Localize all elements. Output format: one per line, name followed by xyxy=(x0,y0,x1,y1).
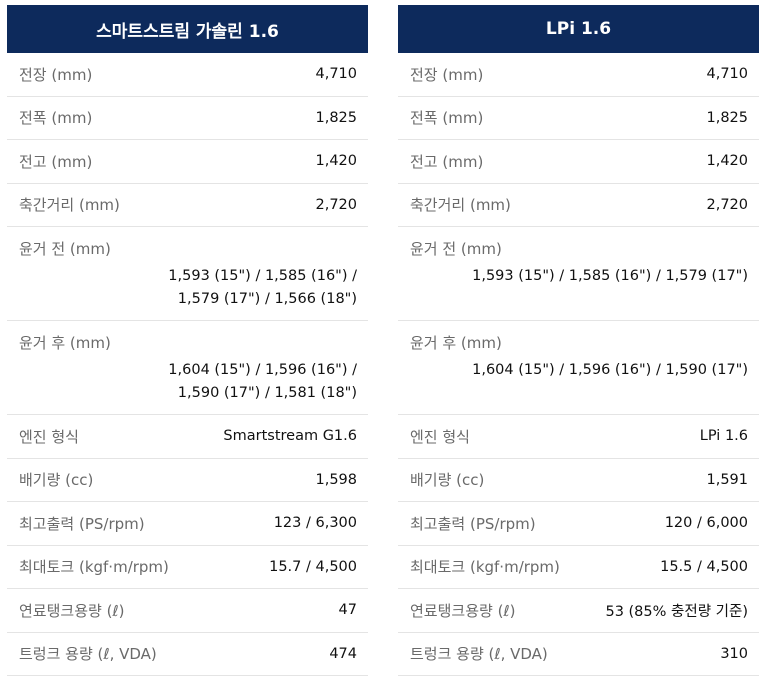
spec-row-trunk: 트렁크 용량 (ℓ, VDA) 310 xyxy=(398,633,759,676)
spec-label: 전장 (mm) xyxy=(410,65,484,84)
spec-label: 연료탱크용량 (ℓ) xyxy=(19,601,125,620)
spec-value: 1,593 (15") / 1,585 (16") / 1,579 (17") xyxy=(410,265,748,288)
spec-label: 트렁크 용량 (ℓ, VDA) xyxy=(19,645,157,664)
spec-value-line: 1,590 (17") / 1,581 (18") xyxy=(177,385,357,401)
spec-label: 최고출력 (PS/rpm) xyxy=(410,514,536,533)
spec-value: 474 xyxy=(329,645,357,662)
column-title: 스마트스트림 가솔린 1.6 xyxy=(7,5,368,53)
spec-row-height: 전고 (mm) 1,420 xyxy=(398,140,759,184)
spec-row-trunk: 트렁크 용량 (ℓ, VDA) 474 xyxy=(7,633,368,676)
spec-value-line: 1,579 (17") / 1,566 (18") xyxy=(177,291,357,307)
spec-label: 트렁크 용량 (ℓ, VDA) xyxy=(410,645,548,664)
spec-value: 1,825 xyxy=(706,109,748,126)
spec-row-wheelbase: 축간거리 (mm) 2,720 xyxy=(398,184,759,227)
spec-value: 47 xyxy=(338,602,357,619)
spec-value: 120 / 6,000 xyxy=(664,515,748,532)
spec-value: LPi 1.6 xyxy=(699,428,748,445)
spec-value-line: 1,604 (15") / 1,596 (16") / xyxy=(168,362,357,378)
spec-value: 4,710 xyxy=(706,66,748,83)
spec-value: 1,604 (15") / 1,596 (16") / 1,590 (17") xyxy=(410,359,748,382)
spec-label: 전장 (mm) xyxy=(19,65,93,84)
spec-label: 연료탱크용량 (ℓ) xyxy=(410,601,516,620)
spec-value: 1,604 (15") / 1,596 (16") / 1,590 (17") … xyxy=(19,359,357,405)
spec-label: 전폭 (mm) xyxy=(19,109,93,128)
spec-row-max-power: 최고출력 (PS/rpm) 120 / 6,000 xyxy=(398,502,759,546)
spec-value: 1,420 xyxy=(706,153,748,170)
spec-row-rear-track: 윤거 후 (mm) 1,604 (15") / 1,596 (16") / 1,… xyxy=(7,321,368,415)
spec-column-lpi: LPi 1.6 전장 (mm) 4,710 전폭 (mm) 1,825 전고 (… xyxy=(398,5,759,676)
spec-label: 배기량 (cc) xyxy=(19,471,94,490)
spec-value: 310 xyxy=(720,645,748,662)
spec-row-max-torque: 최대토크 (kgf·m/rpm) 15.5 / 4,500 xyxy=(398,546,759,589)
spec-row-width: 전폭 (mm) 1,825 xyxy=(7,97,368,140)
spec-value: 1,591 xyxy=(706,471,748,488)
spec-label: 윤거 전 (mm) xyxy=(19,240,111,258)
column-title: LPi 1.6 xyxy=(398,5,759,53)
spec-label: 엔진 형식 xyxy=(410,427,470,446)
spec-row-rear-track: 윤거 후 (mm) 1,604 (15") / 1,596 (16") / 1,… xyxy=(398,321,759,415)
spec-value-line: 1,604 (15") / 1,596 (16") / 1,590 (17") xyxy=(472,362,748,378)
spec-row-max-power: 최고출력 (PS/rpm) 123 / 6,300 xyxy=(7,502,368,546)
spec-row-height: 전고 (mm) 1,420 xyxy=(7,140,368,184)
spec-row-front-track: 윤거 전 (mm) 1,593 (15") / 1,585 (16") / 1,… xyxy=(398,227,759,321)
spec-label: 전폭 (mm) xyxy=(410,109,484,128)
spec-label: 전고 (mm) xyxy=(19,152,93,171)
spec-label: 윤거 후 (mm) xyxy=(19,334,111,352)
spec-label: 엔진 형식 xyxy=(19,427,79,446)
spec-row-width: 전폭 (mm) 1,825 xyxy=(398,97,759,140)
spec-row-engine-type: 엔진 형식 LPi 1.6 xyxy=(398,415,759,459)
spec-value: 1,825 xyxy=(315,109,357,126)
spec-label: 윤거 후 (mm) xyxy=(410,334,502,352)
spec-value: 123 / 6,300 xyxy=(273,515,357,532)
spec-value: 4,710 xyxy=(315,66,357,83)
spec-label: 배기량 (cc) xyxy=(410,471,485,490)
spec-value: 53 (85% 충전량 기준) xyxy=(605,603,748,620)
spec-value: 15.5 / 4,500 xyxy=(660,558,748,575)
spec-value: 15.7 / 4,500 xyxy=(269,558,357,575)
spec-label: 전고 (mm) xyxy=(410,152,484,171)
spec-column-gasoline: 스마트스트림 가솔린 1.6 전장 (mm) 4,710 전폭 (mm) 1,8… xyxy=(7,5,368,676)
spec-row-displacement: 배기량 (cc) 1,591 xyxy=(398,459,759,502)
spec-row-fuel-tank: 연료탱크용량 (ℓ) 47 xyxy=(7,589,368,633)
spec-label: 최고출력 (PS/rpm) xyxy=(19,514,145,533)
spec-label: 최대토크 (kgf·m/rpm) xyxy=(410,558,560,577)
spec-label: 축간거리 (mm) xyxy=(410,196,511,215)
spec-label: 최대토크 (kgf·m/rpm) xyxy=(19,558,169,577)
spec-row-front-track: 윤거 전 (mm) 1,593 (15") / 1,585 (16") / 1,… xyxy=(7,227,368,321)
spec-value: 2,720 xyxy=(315,196,357,213)
spec-row-length: 전장 (mm) 4,710 xyxy=(7,53,368,97)
spec-row-length: 전장 (mm) 4,710 xyxy=(398,53,759,97)
spec-value-line: 1,593 (15") / 1,585 (16") / xyxy=(168,268,357,284)
spec-row-wheelbase: 축간거리 (mm) 2,720 xyxy=(7,184,368,227)
spec-row-engine-type: 엔진 형식 Smartstream G1.6 xyxy=(7,415,368,459)
spec-value: 2,720 xyxy=(706,196,748,213)
spec-label: 윤거 전 (mm) xyxy=(410,240,502,258)
spec-value: 1,593 (15") / 1,585 (16") / 1,579 (17") … xyxy=(19,265,357,311)
spec-label: 축간거리 (mm) xyxy=(19,196,120,215)
spec-row-displacement: 배기량 (cc) 1,598 xyxy=(7,459,368,502)
spec-value: 1,420 xyxy=(315,153,357,170)
spec-value: 1,598 xyxy=(315,471,357,488)
spec-value-line: 1,593 (15") / 1,585 (16") / 1,579 (17") xyxy=(472,268,748,284)
spec-value: Smartstream G1.6 xyxy=(223,428,357,445)
spec-row-fuel-tank: 연료탱크용량 (ℓ) 53 (85% 충전량 기준) xyxy=(398,589,759,633)
spec-row-max-torque: 최대토크 (kgf·m/rpm) 15.7 / 4,500 xyxy=(7,546,368,589)
